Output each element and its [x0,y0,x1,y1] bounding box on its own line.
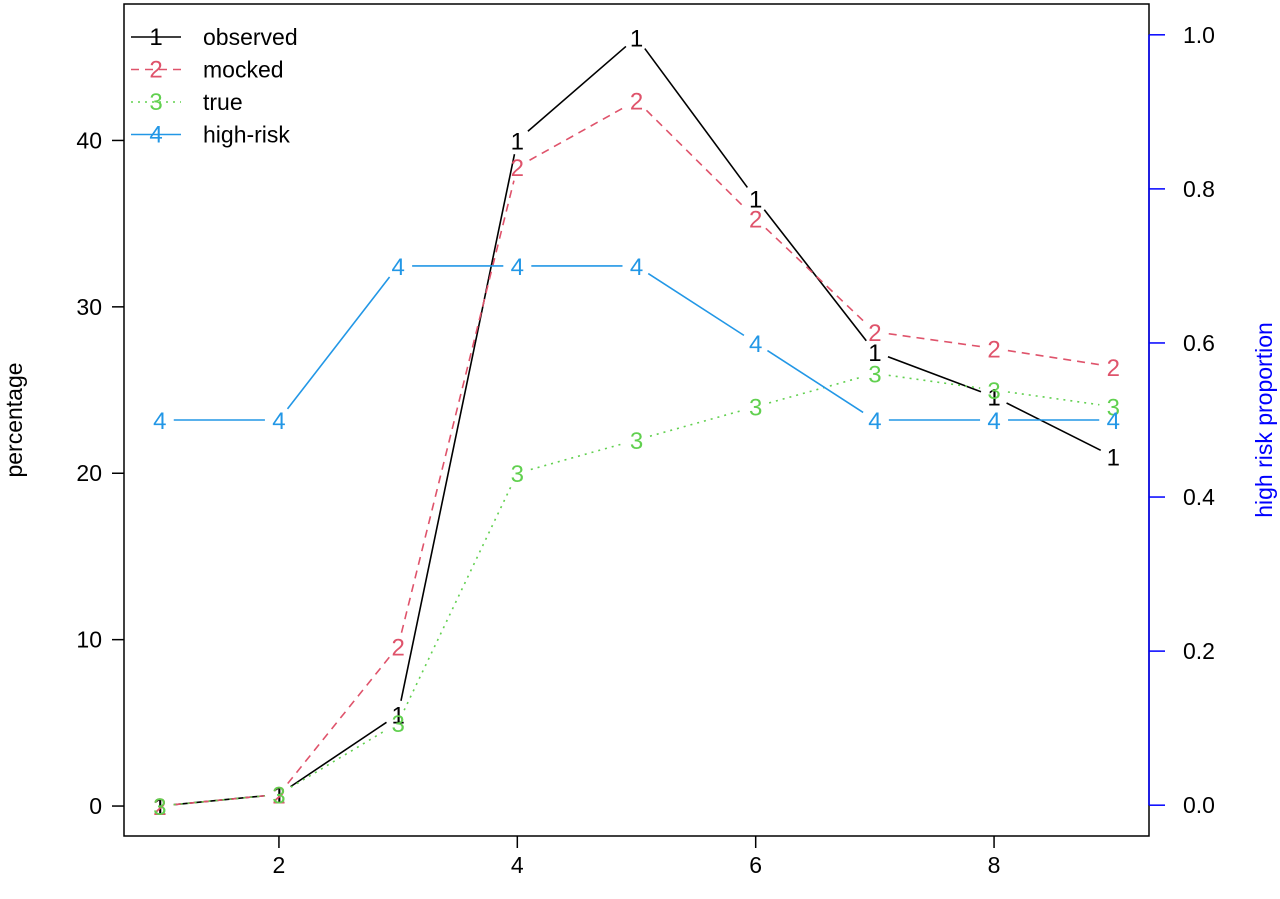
series-segment [1006,402,1102,452]
data-point-marker: 2 [987,336,1000,363]
y-tick-label: 40 [76,127,102,153]
legend-item-observed: 1 observed [131,24,298,51]
data-point-marker: 1 [511,128,524,155]
series-high-risk: 4 4 4 4 4 4 4 4 4 [153,254,1120,435]
y2-tick-label: 0.6 [1183,330,1215,356]
data-point-marker: 1 [153,794,166,821]
legend-label: high-risk [203,122,290,148]
series-segment [527,45,627,132]
x-tick-label: 6 [749,852,762,878]
legend-label: observed [203,24,298,50]
data-point-marker: 2 [1107,355,1120,382]
data-point-marker: 1 [272,782,285,809]
data-point-marker: 4 [987,408,1000,435]
legend-item-mocked: 2 mocked [131,57,284,84]
series-segment [290,729,387,788]
series-segment [530,442,624,471]
series-segment [400,180,515,633]
series-segment [287,656,390,784]
data-point-marker: 1 [630,25,643,52]
data-point-marker: 1 [749,187,762,214]
data-point-marker: 2 [630,89,643,116]
series-segment [290,721,387,788]
legend-item-high-risk: 4 high-risk [131,122,290,149]
legend-item-true: 3 true [131,89,243,116]
data-point-marker: 3 [987,378,1000,405]
series-segment [286,276,391,410]
data-point-marker: 3 [1107,395,1120,422]
series-segment [644,48,749,188]
data-point-marker: 3 [749,395,762,422]
series-segment [888,332,981,348]
data-point-marker: 4 [153,408,166,435]
data-point-marker: 3 [272,782,285,809]
data-point-marker: 1 [868,340,881,367]
y2-axis-title: high risk proportion [1251,322,1277,518]
legend-label: mocked [203,57,284,83]
series-segment [173,794,266,806]
series-segment [888,374,981,389]
x-tick-label: 8 [988,852,1001,878]
data-point-marker: 2 [511,155,524,182]
data-point-marker: 3 [153,794,166,821]
data-point-marker: 2 [391,634,404,661]
data-point-marker: 3 [511,461,524,488]
data-point-marker: 4 [1107,408,1120,435]
legend-marker: 4 [149,122,162,149]
y2-tick-label: 0.8 [1183,176,1215,202]
data-point-marker: 4 [630,254,643,281]
legend: 1 observed 2 mocked 3 true 4 high-risk [131,24,298,149]
legend-marker: 2 [149,57,162,84]
y2-tick-label: 0.0 [1183,792,1215,818]
data-point-marker: 2 [272,782,285,809]
y-tick-label: 20 [76,460,102,486]
data-point-marker: 3 [630,428,643,455]
data-point-marker: 4 [391,254,404,281]
x-tick-label: 4 [511,852,524,878]
series-segment [768,376,862,404]
data-point-marker: 2 [749,207,762,234]
data-point-marker: 1 [391,703,404,730]
data-point-marker: 3 [868,361,881,388]
series-segment [887,355,982,393]
data-point-marker: 1 [1107,445,1120,472]
y-tick-label: 30 [76,294,102,320]
data-point-marker: 2 [153,794,166,821]
data-point-marker: 4 [272,408,285,435]
series-segment [1007,391,1100,406]
legend-label: true [203,89,243,115]
series-segment [767,349,864,414]
series-segment [645,109,747,210]
y-axis-title: percentage [1,362,27,477]
legend-marker: 1 [149,24,162,51]
series-segment [765,227,866,323]
x-tick-label: 2 [273,852,286,878]
data-point-marker: 1 [987,385,1000,412]
data-point-marker: 4 [868,408,881,435]
data-point-marker: 3 [391,711,404,738]
y-tick-label: 0 [89,793,102,819]
data-point-marker: 4 [749,331,762,358]
series-segment [529,106,625,161]
data-point-marker: 4 [511,254,524,281]
series-segment [403,485,513,711]
axis-layer: 2 4 6 8 0 10 20 30 40 0.0 0.2 0.4 0.6 0.8 1.0 [76,22,1215,878]
y-tick-label: 10 [76,627,102,653]
series-true: 3 3 3 3 3 3 3 3 3 [153,361,1120,821]
y2-tick-label: 0.2 [1183,638,1215,664]
data-point-marker: 2 [868,320,881,347]
series-segment [649,409,743,437]
series-segment [1007,349,1100,366]
legend-marker: 3 [149,89,162,116]
series-segment [647,272,745,337]
series-segment [763,209,867,342]
series-observed: 1 1 1 1 1 1 1 1 1 [153,25,1120,821]
y2-tick-label: 0.4 [1183,484,1215,510]
y2-tick-label: 1.0 [1183,22,1215,48]
series-segment [400,153,516,701]
